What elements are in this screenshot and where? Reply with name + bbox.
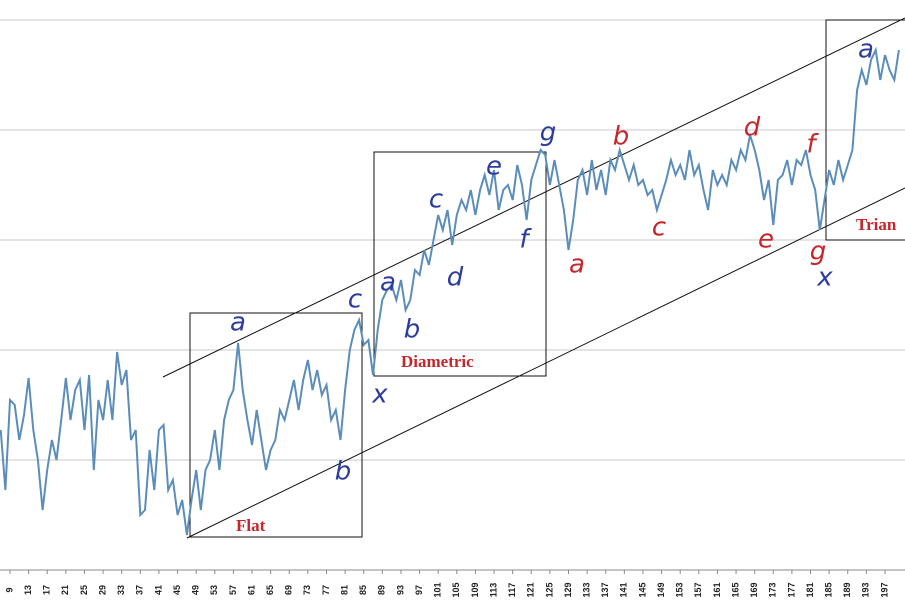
wave-label: d: [447, 263, 464, 293]
data-line: [0, 46, 900, 536]
x-tick-label: 109: [470, 582, 480, 597]
x-tick-label: 105: [451, 582, 461, 597]
diametric-box: [373, 151, 547, 377]
wave-label: b: [335, 457, 352, 487]
x-tick-label: 193: [861, 582, 871, 597]
flat-box: [189, 312, 363, 538]
x-tick-label: 49: [191, 585, 201, 595]
x-tick-label: 177: [786, 582, 796, 597]
wave-label: a: [230, 308, 246, 338]
wave-label: f: [806, 130, 819, 160]
x-tick-label: 29: [97, 585, 107, 595]
x-tick-label: 197: [879, 582, 889, 597]
wave-label: c: [348, 285, 362, 315]
x-tick-label: 113: [488, 583, 498, 598]
pattern-label: Flat: [236, 516, 266, 535]
x-tick-label: 137: [600, 582, 610, 597]
x-tick-label: 157: [693, 582, 703, 597]
x-tick-label: 69: [284, 585, 294, 595]
x-tick-label: 9: [4, 587, 14, 592]
channel-lower: [186, 187, 905, 539]
wave-label: g: [810, 237, 827, 267]
wave-label: c: [652, 213, 666, 243]
wave-label: e: [758, 225, 774, 255]
x-tick-label: 25: [79, 585, 89, 595]
wave-label: g: [540, 118, 557, 148]
x-tick-label: 97: [414, 585, 424, 595]
x-tick-label: 133: [581, 582, 591, 597]
wave-label: e: [486, 152, 502, 182]
pattern-label: Trian: [856, 215, 897, 234]
x-tick-label: 81: [339, 585, 349, 595]
x-tick-label: 185: [824, 582, 834, 597]
channel-upper: [162, 17, 905, 378]
triangle-box: [825, 19, 905, 241]
x-tick-label: 153: [675, 582, 685, 597]
x-tick-label: 169: [749, 582, 759, 597]
x-tick-label: 41: [153, 585, 163, 595]
wave-label: b: [404, 315, 421, 345]
x-tick-label: 33: [116, 585, 126, 595]
wave-label: a: [858, 35, 874, 65]
x-tick-label: 173: [768, 582, 778, 597]
x-tick-label: 57: [228, 585, 238, 595]
x-tick-label: 121: [526, 582, 536, 597]
wave-label: a: [380, 268, 396, 298]
x-tick-label: 145: [637, 582, 647, 597]
x-tick-label: 85: [358, 585, 368, 595]
x-tick-label: 37: [135, 585, 145, 595]
x-tick-label: 73: [302, 585, 312, 595]
x-tick-label: 45: [172, 585, 182, 595]
x-tick-label: 65: [265, 585, 275, 595]
x-tick-label: 125: [544, 582, 554, 597]
wave-label: c: [429, 185, 443, 215]
wave-label: a: [569, 250, 585, 280]
wave-label: x: [816, 263, 833, 293]
plot: [0, 46, 900, 536]
x-tick-label: 149: [656, 582, 666, 597]
x-tick-label: 61: [246, 585, 256, 595]
pattern-label: Diametric: [401, 352, 474, 371]
x-tick-label: 141: [619, 582, 629, 597]
x-tick-label: 189: [842, 582, 852, 597]
x-tick-label: 101: [433, 582, 443, 597]
overlay: [162, 17, 905, 539]
x-tick-label: 21: [60, 585, 70, 595]
x-tick-label: 117: [507, 583, 517, 598]
x-tick-label: 129: [563, 582, 573, 597]
x-tick-label: 93: [395, 585, 405, 595]
wave-label: b: [613, 122, 630, 152]
x-tick-label: 77: [321, 585, 331, 595]
x-tick-label: 13: [23, 585, 33, 595]
x-tick-label: 161: [712, 582, 722, 597]
x-tick-label: 89: [377, 585, 387, 595]
grid: 9 13 17 21 25 29 33 37 41 45 49 53 57 61 65 69 73 77 81 85 8…: [0, 19, 905, 598]
x-tick-label: 17: [42, 585, 52, 595]
wave-label: x: [371, 380, 388, 410]
x-tick-label: 53: [209, 585, 219, 595]
x-tick-label: 181: [805, 582, 815, 597]
x-tick-label: 165: [730, 582, 740, 597]
wave-label: d: [744, 113, 761, 143]
